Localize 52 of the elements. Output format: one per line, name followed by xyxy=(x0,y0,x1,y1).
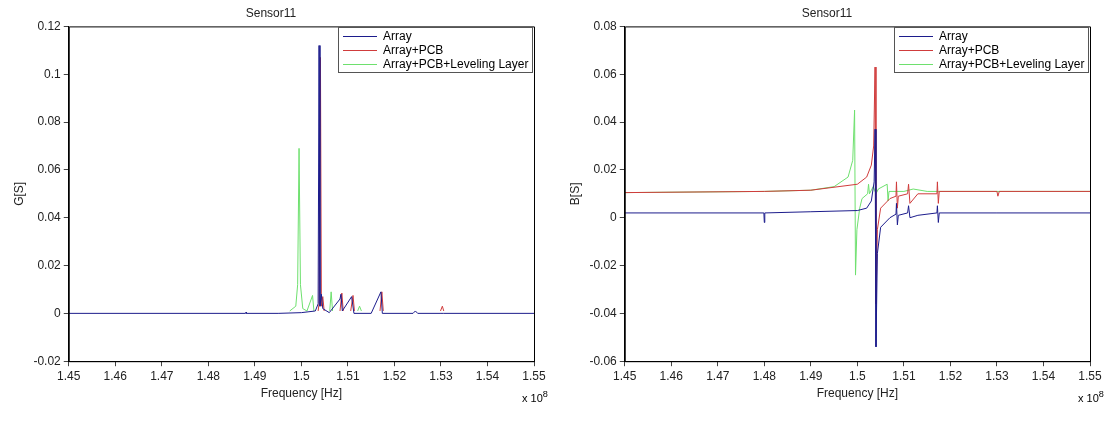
x-tick-label: 1.55 xyxy=(1078,368,1102,383)
x-tick-label: 1.49 xyxy=(799,368,823,383)
y-tick-label: -0.02 xyxy=(589,257,618,272)
x-tick-label: 1.48 xyxy=(196,368,221,383)
y-tick-label: 0.08 xyxy=(37,114,62,129)
y-axis-title: B[S] xyxy=(567,182,582,206)
x-tick-label: 1.47 xyxy=(706,368,730,383)
x-axis-title: Frequency [Hz] xyxy=(260,386,343,401)
x-tick-label: 1.54 xyxy=(1031,368,1056,383)
x-tick-label: 1.55 xyxy=(522,368,546,383)
legend-label: Array xyxy=(383,29,412,44)
x-tick-label: 1.46 xyxy=(659,368,684,383)
x-tick-label: 1.5 xyxy=(293,368,311,383)
y-tick-label: 0.04 xyxy=(593,114,618,129)
x-tick-label: 1.52 xyxy=(382,368,407,383)
y-tick-label: 0 xyxy=(610,210,618,225)
y-tick-label: -0.02 xyxy=(33,353,62,368)
x-tick-label: 1.46 xyxy=(103,368,128,383)
legend-label: Array+PCB+Leveling Layer xyxy=(383,57,529,72)
text: x 10$^{8}$ xyxy=(1078,389,1104,404)
x-tick-label: 1.51 xyxy=(892,368,916,383)
x-tick-label: 1.49 xyxy=(243,368,267,383)
y-tick-label: 0.12 xyxy=(37,18,62,33)
y-tick-label: 0.06 xyxy=(37,162,62,177)
y-tick-label: 0.1 xyxy=(44,66,62,81)
x-tick-label: 1.53 xyxy=(985,368,1009,383)
y-tick-label: 0.02 xyxy=(593,162,618,177)
x-tick-label: 1.54 xyxy=(475,368,500,383)
y-tick-label: 0.08 xyxy=(593,18,618,33)
legend-label: Array+PCB xyxy=(383,43,444,58)
y-axis-title: G[S] xyxy=(11,181,26,206)
legend-label: Array+PCB xyxy=(939,43,1000,58)
y-tick-label: 0.02 xyxy=(37,257,62,272)
x-tick-label: 1.52 xyxy=(938,368,963,383)
y-tick-label: 0.06 xyxy=(593,66,618,81)
x-tick-label: 1.47 xyxy=(150,368,174,383)
legend-label: Array xyxy=(939,29,968,44)
x-axis-title: Frequency [Hz] xyxy=(816,386,899,401)
x-tick-label: 1.51 xyxy=(336,368,360,383)
y-tick-label: 0.04 xyxy=(37,210,62,225)
x-tick-label: 1.45 xyxy=(57,368,81,383)
x-tick-label: 1.48 xyxy=(752,368,777,383)
chart-title: Sensor11 xyxy=(801,5,853,20)
chart-title: Sensor11 xyxy=(245,5,297,20)
legend-label: Array+PCB+Leveling Layer xyxy=(939,57,1085,72)
y-tick-label: -0.04 xyxy=(589,305,618,320)
y-tick-label: 0 xyxy=(54,305,62,320)
x-tick-label: 1.45 xyxy=(613,368,637,383)
x-tick-label: 1.53 xyxy=(429,368,453,383)
y-tick-label: -0.06 xyxy=(589,353,618,368)
text: x 10$^{8}$ xyxy=(522,389,548,404)
x-tick-label: 1.5 xyxy=(849,368,867,383)
